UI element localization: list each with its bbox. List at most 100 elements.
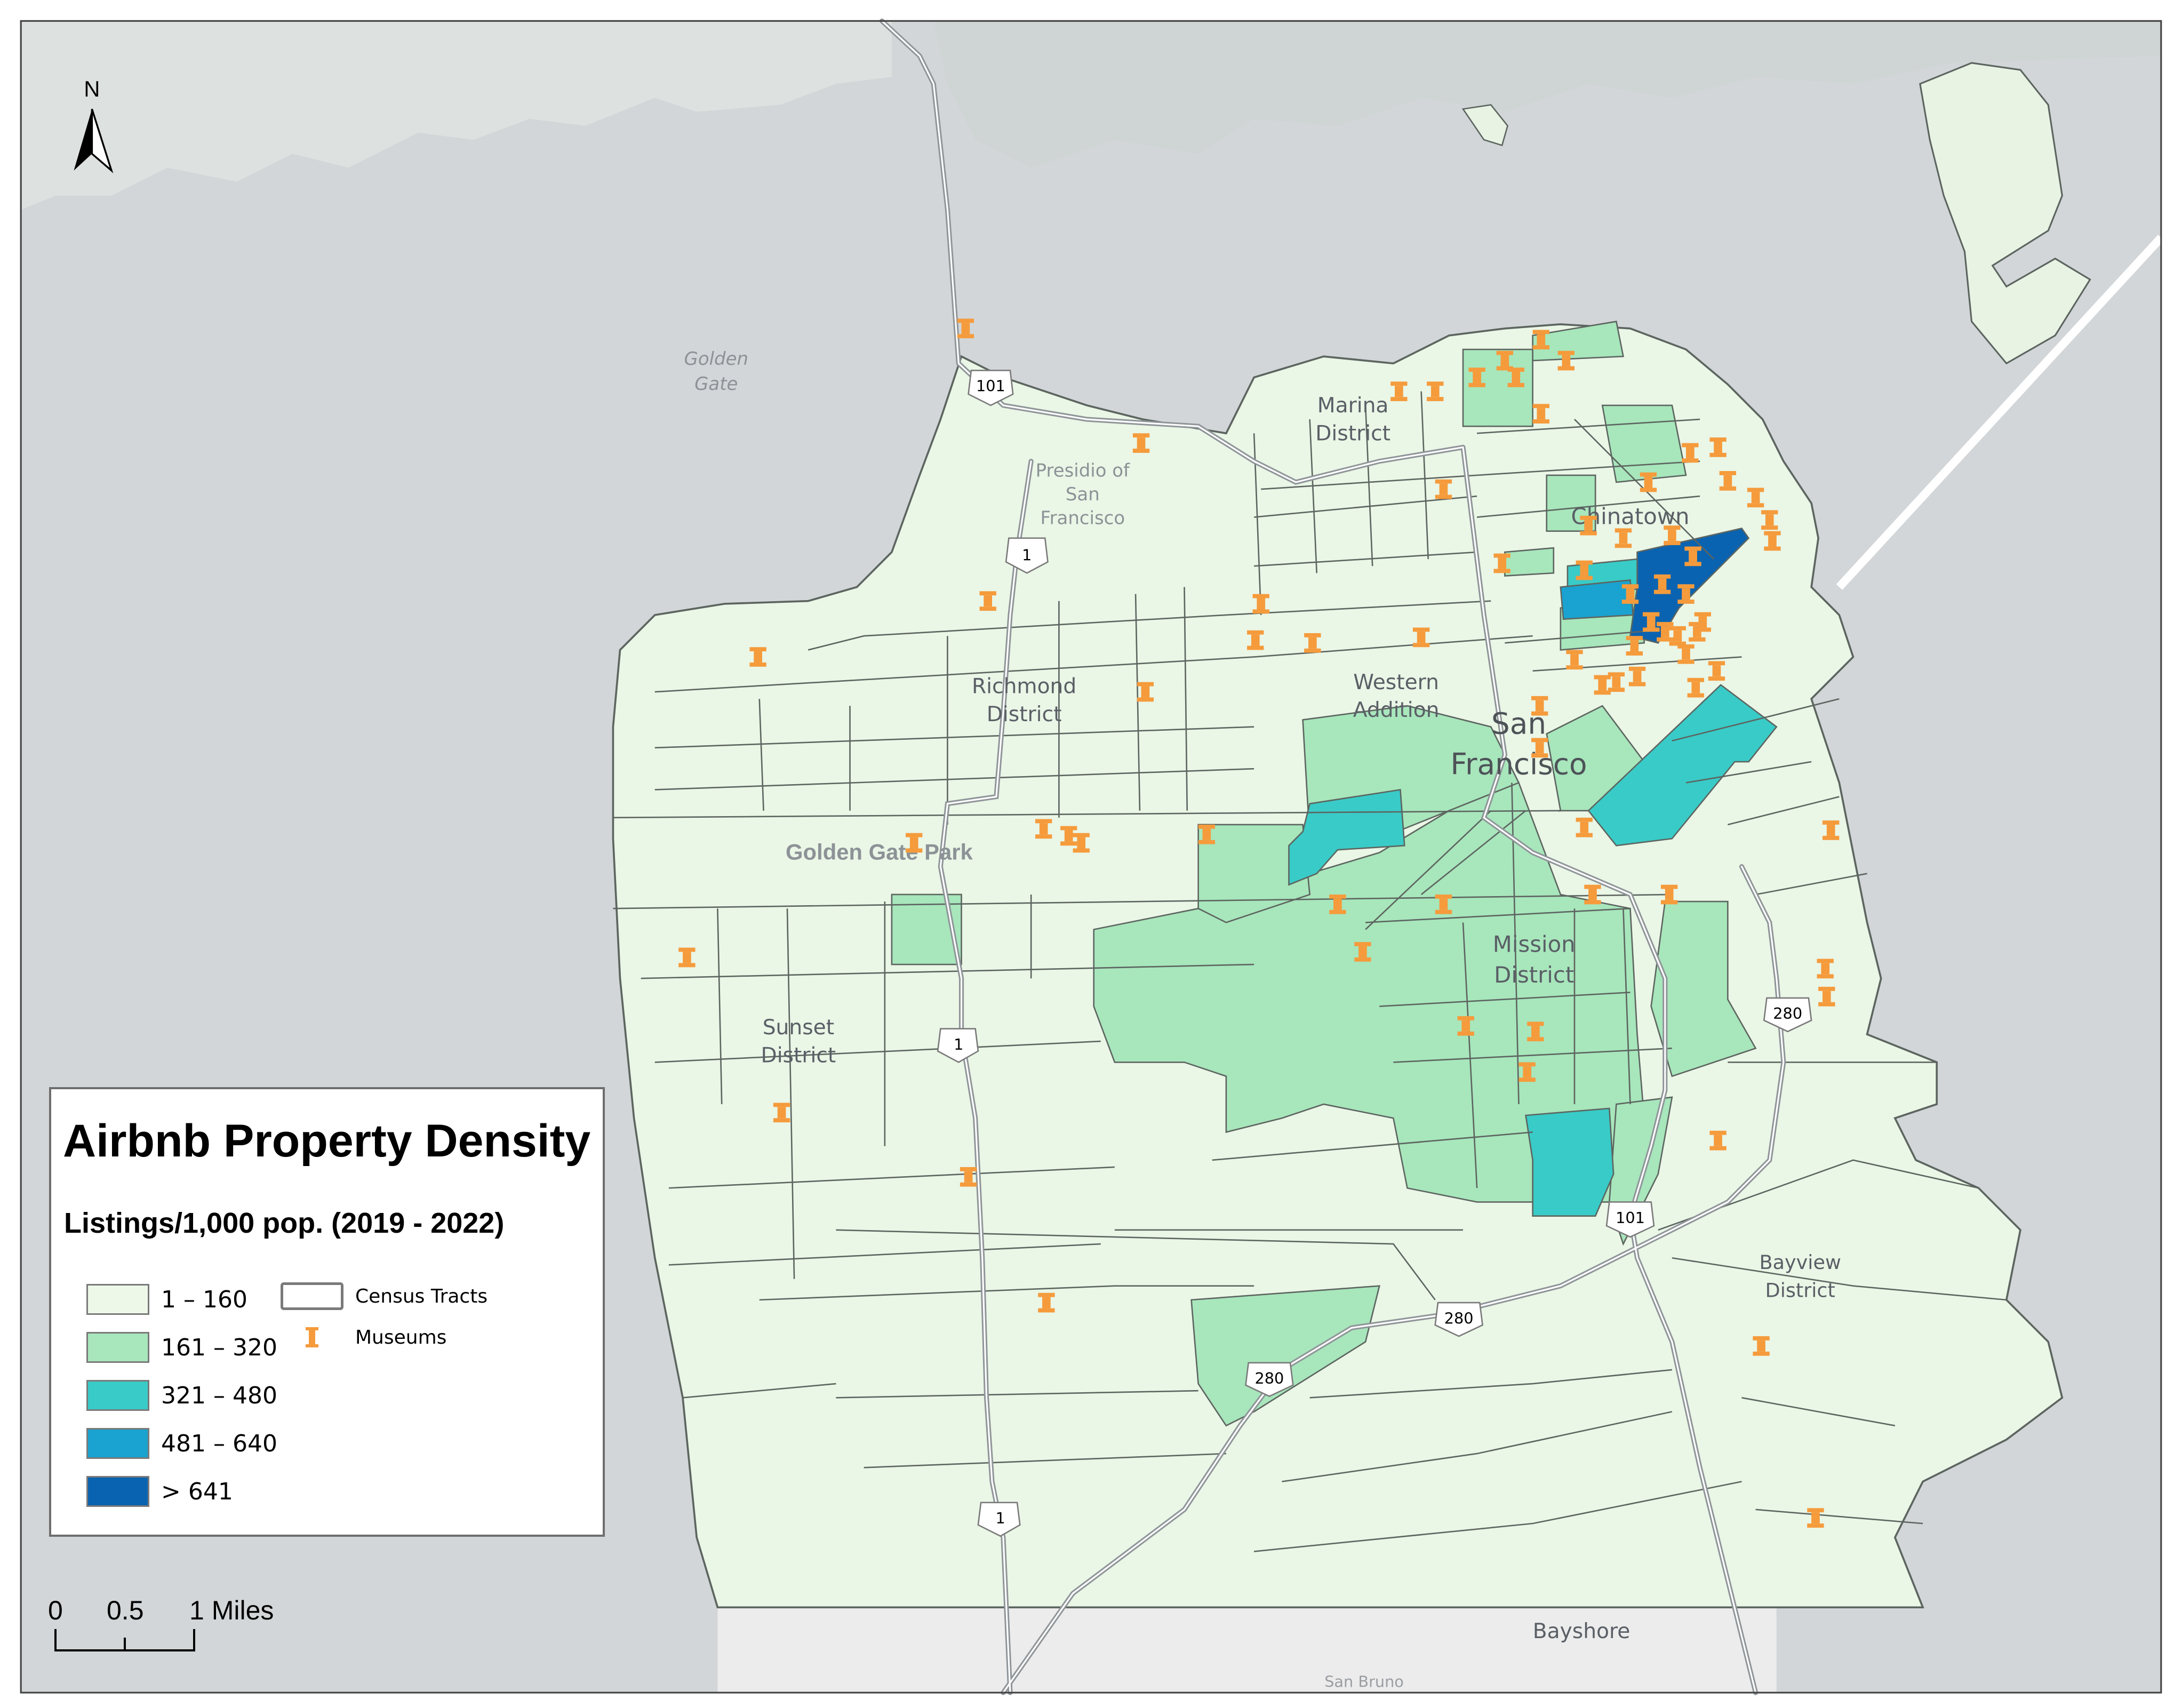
museum-icon [1412,627,1430,648]
museum-icon [1687,677,1704,698]
label-san-francisco-line2: Francisco [1450,747,1587,781]
legend: Airbnb Property Density Listings/1,000 p… [49,1087,605,1537]
museum-icon [1354,942,1371,962]
label-san-bruno: San Bruno [1324,1673,1404,1691]
census-tract-lines [613,391,2007,1552]
label-presidio-line2: San [1066,484,1100,505]
museum-icon [1576,560,1593,580]
shield-us101-south-label: 101 [1616,1209,1645,1227]
bay-bridge [1836,235,2164,590]
shield-i280-west: 280 [1245,1362,1294,1398]
museum-icon [1329,894,1346,914]
museum-icon [1708,661,1725,681]
shield-i280-west-label: 280 [1254,1369,1284,1387]
museum-icon [1621,584,1639,604]
north-arrow-icon [74,109,92,171]
museum-icon [1390,381,1408,402]
museum-icon [1035,819,1052,839]
museum-icon [773,1103,790,1123]
label-mission-line1: Mission [1493,931,1576,957]
alcatraz [1461,104,1509,147]
museum-icon [1493,553,1510,573]
shield-us101-north: 101 [968,370,1014,406]
legend-museums: Museums [281,1322,446,1353]
museum-icon [1594,675,1611,695]
museum-icon [1626,636,1643,656]
legend-class-1: 1 – 160 [86,1282,247,1316]
museum-layer [678,318,1840,1528]
tracts-class-3 [1288,558,1778,1217]
museum-icon [1677,644,1695,664]
museum-icon [1566,650,1583,670]
shield-ca1-sunset: 1 [937,1028,979,1063]
map-border [20,20,2162,1694]
museum-icon [1628,666,1646,687]
label-western-addition-line2: Addition [1353,698,1440,722]
legend-class-2: 161 – 320 [86,1330,277,1364]
shield-i280-east: 280 [1763,997,1812,1033]
museum-icon [1653,574,1671,594]
label-richmond-line2: District [987,703,1062,727]
legend-census-tracts: Census Tracts [281,1282,487,1310]
museum-icon [1247,630,1264,650]
label-western-addition-line1: Western [1353,671,1439,695]
museum-icon [1677,584,1695,604]
legend-class-label-1: 1 – 160 [161,1286,247,1313]
museum-icon [1719,471,1737,491]
label-richmond-line1: Richmond [972,675,1076,699]
label-golden-gate-line1: Golden [684,348,748,370]
scale-label-1: 1 Miles [189,1595,274,1625]
legend-swatch-1 [86,1284,149,1315]
museum-icon [957,318,974,339]
marin-land-east [933,21,2161,168]
museum-icon [1060,826,1077,846]
museum-icon [1457,1016,1474,1036]
label-mission-line2: District [1494,962,1574,988]
museum-icon [1496,350,1514,371]
museum-icon [1038,1292,1055,1313]
legend-class-3: 321 – 480 [86,1378,277,1412]
shield-i280-central-label: 280 [1444,1309,1474,1327]
shield-ca1-south-label: 1 [996,1509,1005,1527]
museum-icon [1132,433,1150,453]
scale-label-half: 0.5 [107,1595,144,1625]
museum-icon [306,1327,318,1347]
label-presidio-line1: Presidio of [1036,460,1130,481]
museum-icon [1576,817,1593,837]
museum-icon [1608,672,1625,692]
legend-class-label-3: 321 – 480 [161,1382,277,1409]
legend-class-label-4: 481 – 640 [161,1430,277,1457]
label-bayshore: Bayshore [1533,1619,1630,1643]
museum-icon [1198,824,1216,844]
legend-swatch-4 [86,1428,149,1459]
legend-museums-label: Museums [355,1326,447,1348]
museum-icon [1684,546,1701,566]
museum-icon [1669,626,1686,646]
legend-class-4: 481 – 640 [86,1426,277,1460]
label-presidio-line3: Francisco [1041,508,1125,529]
legend-class-5: > 641 [86,1474,233,1509]
museum-icon [1427,381,1444,402]
shield-ca1-sunset-label: 1 [954,1035,963,1053]
scale-bar: 0 0.5 1 Miles [48,1595,274,1659]
museum-icon [1468,368,1485,387]
museum-icon [1761,510,1778,530]
scale-bar-line [54,1629,195,1651]
museum-icon [1532,330,1549,350]
museum-icon [1682,443,1699,463]
census-tract-swatch-icon [281,1282,343,1310]
legend-swatch-5 [86,1476,149,1507]
museum-icon [1518,1062,1536,1082]
legend-swatch-2 [86,1332,149,1363]
museum-icon [1818,986,1835,1007]
legend-census-tracts-label: Census Tracts [355,1285,488,1307]
museum-icon [1823,820,1840,840]
museum-icon [678,947,696,968]
museum-icon [1507,368,1524,387]
shield-ca1-south: 1 [977,1502,1021,1537]
shield-us101-south: 101 [1605,1201,1655,1238]
museum-icon [1694,612,1712,632]
north-arrow-label: N [84,76,100,101]
museum-icon [1435,479,1452,499]
